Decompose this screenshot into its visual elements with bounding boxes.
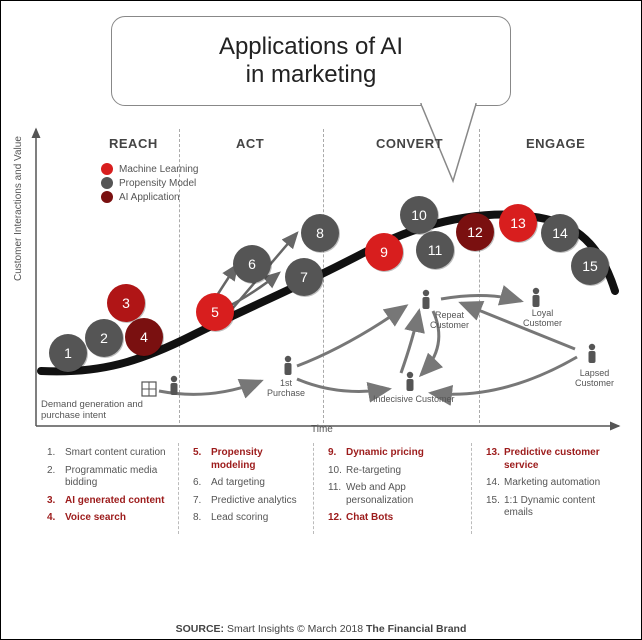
column-item-label: Programmatic media bidding: [65, 465, 168, 490]
legend-swatch: [101, 163, 113, 175]
column-item: 6.Ad targeting: [193, 477, 303, 490]
customer-stage-label: 1stPurchase: [267, 379, 305, 399]
customer-flow-arrow: [441, 295, 521, 301]
column-item: 12.Chat Bots: [328, 512, 461, 525]
column-item-label: Dynamic pricing: [346, 447, 424, 460]
model-circle-propensity-model: 1: [49, 334, 87, 372]
model-circle-propensity-model: 15: [571, 247, 609, 285]
column-item: 11.Web and App personalization: [328, 482, 461, 507]
legend-label: Machine Learning: [119, 164, 199, 175]
customer-stage-label: LoyalCustomer: [523, 309, 562, 329]
column-item: 14.Marketing automation: [486, 477, 603, 490]
column-item-number: 6.: [193, 477, 211, 490]
legend-label: Propensity Model: [119, 178, 196, 189]
column-item-label: Predictive customer service: [504, 447, 603, 472]
y-axis-label: Customer Interactions and Value: [13, 136, 24, 281]
model-circle-propensity-model: 7: [285, 258, 323, 296]
column-item-number: 12.: [328, 512, 346, 525]
items-column: 5.Propensity modeling6.Ad targeting7.Pre…: [178, 443, 313, 534]
column-item-number: 11.: [328, 482, 346, 507]
column-item-label: Re-targeting: [346, 465, 401, 478]
source-line: SOURCE: Smart Insights © March 2018 The …: [1, 623, 641, 635]
model-circle-propensity-model: 2: [85, 319, 123, 357]
column-item-label: Marketing automation: [504, 477, 600, 490]
column-item: 9.Dynamic pricing: [328, 447, 461, 460]
model-circle-propensity-model: 14: [541, 214, 579, 252]
column-item: 7.Predictive analytics: [193, 495, 303, 508]
model-circle-propensity-model: 11: [416, 231, 454, 269]
person-lapsed-icon: [585, 343, 599, 370]
column-item-label: Web and App personalization: [346, 482, 461, 507]
legend-swatch: [101, 177, 113, 189]
model-circle-ai-application: 12: [456, 213, 494, 251]
person-icon: [167, 375, 181, 402]
customer-stage-label: LapsedCustomer: [575, 369, 614, 389]
column-item: 8.Lead scoring: [193, 512, 303, 525]
demand-generation-label: Demand generation and purchase intent: [41, 399, 171, 422]
column-item-number: 7.: [193, 495, 211, 508]
column-item-label: Propensity modeling: [211, 447, 303, 472]
items-column: 13.Predictive customer service14.Marketi…: [471, 443, 613, 534]
legend-swatch: [101, 191, 113, 203]
column-item-label: 1:1 Dynamic content emails: [504, 495, 603, 520]
column-item: 2.Programmatic media bidding: [47, 465, 168, 490]
column-item-label: Smart content curation: [65, 447, 166, 460]
legend: Machine Learning Propensity Model AI Appli…: [101, 163, 199, 205]
column-item-number: 14.: [486, 477, 504, 490]
model-circle-ai-application: 4: [125, 318, 163, 356]
column-item-number: 13.: [486, 447, 504, 472]
column-item: 5.Propensity modeling: [193, 447, 303, 472]
model-circle-machine-learning: 13: [499, 204, 537, 242]
column-item-number: 9.: [328, 447, 346, 460]
model-circle-machine-learning: 5: [196, 293, 234, 331]
customer-stage-label: RepeatCustomer: [430, 311, 469, 331]
column-item-label: Ad targeting: [211, 477, 265, 490]
customer-flow-arrow: [297, 379, 389, 391]
model-circle-propensity-model: 10: [400, 196, 438, 234]
customer-flow-arrow: [401, 311, 419, 373]
column-item-number: 5.: [193, 447, 211, 472]
column-item: 15.1:1 Dynamic content emails: [486, 495, 603, 520]
customer-flow-arrow: [431, 357, 577, 394]
model-circle-machine-learning: 9: [365, 233, 403, 271]
column-item-number: 15.: [486, 495, 504, 520]
column-item-number: 8.: [193, 512, 211, 525]
column-item-label: Voice search: [65, 512, 126, 525]
legend-item: Machine Learning: [101, 163, 199, 175]
column-item-label: Predictive analytics: [211, 495, 297, 508]
customer-stage-label: Indecisive Customer: [373, 395, 455, 405]
column-item: 10.Re-targeting: [328, 465, 461, 478]
column-item-label: Chat Bots: [346, 512, 393, 525]
column-item: 3.AI generated content: [47, 495, 168, 508]
column-item: 1.Smart content curation: [47, 447, 168, 460]
model-circle-propensity-model: 8: [301, 214, 339, 252]
column-item-number: 4.: [47, 512, 65, 525]
model-circle-ai-application: 3: [107, 284, 145, 322]
source-suffix: The Financial Brand: [366, 623, 466, 635]
source-mid: Smart Insights © March 2018: [224, 623, 366, 635]
column-item-label: Lead scoring: [211, 512, 268, 525]
column-item-number: 1.: [47, 447, 65, 460]
customer-flow-arrow: [297, 306, 406, 366]
column-item-number: 10.: [328, 465, 346, 478]
legend-item: Propensity Model: [101, 177, 199, 189]
legend-item: AI Application: [101, 191, 199, 203]
model-circle-propensity-model: 6: [233, 245, 271, 283]
legend-label: AI Application: [119, 192, 180, 203]
column-item-number: 3.: [47, 495, 65, 508]
items-column: 9.Dynamic pricing10.Re-targeting11.Web a…: [313, 443, 471, 534]
items-columns: 1.Smart content curation2.Programmatic m…: [43, 443, 613, 534]
x-axis-label: Time: [311, 424, 333, 435]
items-column: 1.Smart content curation2.Programmatic m…: [43, 443, 178, 534]
column-item-label: AI generated content: [65, 495, 164, 508]
column-item: 13.Predictive customer service: [486, 447, 603, 472]
column-item-number: 2.: [47, 465, 65, 490]
source-prefix: SOURCE:: [176, 623, 224, 635]
column-item: 4.Voice search: [47, 512, 168, 525]
